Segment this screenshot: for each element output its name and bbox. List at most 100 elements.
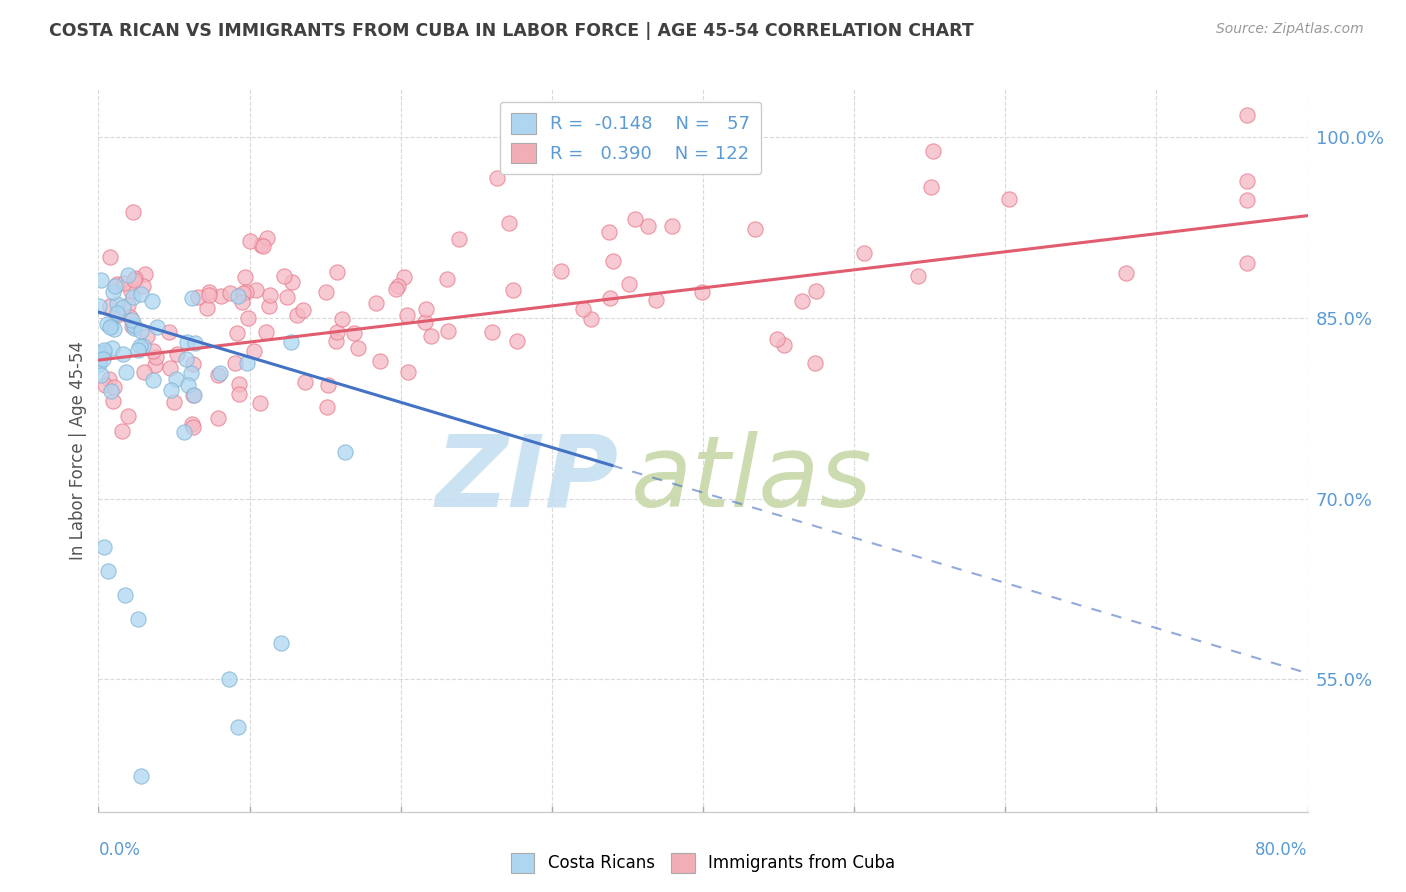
Point xyxy=(98,299,121,313)
Point xyxy=(112,277,135,291)
Point xyxy=(122,320,145,334)
Point xyxy=(249,237,271,252)
Point xyxy=(100,341,122,355)
Point xyxy=(235,285,257,300)
Point xyxy=(129,769,152,783)
Point xyxy=(502,283,524,297)
Point xyxy=(132,278,155,293)
Point xyxy=(145,350,167,364)
Point xyxy=(226,721,249,735)
Point xyxy=(173,425,195,439)
Point xyxy=(166,347,188,361)
Point xyxy=(346,341,368,355)
Point xyxy=(177,378,200,392)
Point xyxy=(804,356,827,370)
Point xyxy=(449,232,471,246)
Point xyxy=(181,357,204,371)
Point xyxy=(120,285,142,299)
Point xyxy=(907,268,929,283)
Point xyxy=(121,290,143,304)
Point xyxy=(97,564,120,578)
Point xyxy=(127,612,149,626)
Point xyxy=(132,365,155,379)
Point xyxy=(90,368,112,382)
Point xyxy=(773,338,796,352)
Point xyxy=(292,303,315,318)
Point xyxy=(121,313,143,327)
Point xyxy=(100,384,122,398)
Point xyxy=(506,334,529,348)
Point xyxy=(922,144,945,158)
Point xyxy=(122,204,145,219)
Point xyxy=(792,293,814,308)
Point xyxy=(180,366,202,380)
Point xyxy=(197,285,219,299)
Point xyxy=(87,299,110,313)
Point xyxy=(141,294,163,309)
Point xyxy=(94,378,117,392)
Point xyxy=(165,372,187,386)
Point xyxy=(232,285,254,300)
Point xyxy=(224,356,246,370)
Point xyxy=(103,379,125,393)
Point xyxy=(195,301,218,316)
Point xyxy=(127,343,149,357)
Point xyxy=(259,287,281,301)
Point xyxy=(183,335,205,350)
Point xyxy=(208,367,231,381)
Point xyxy=(602,253,624,268)
Point xyxy=(209,289,232,303)
Point xyxy=(117,409,139,423)
Point xyxy=(226,289,249,303)
Point xyxy=(117,268,139,282)
Point xyxy=(485,171,508,186)
Point xyxy=(280,334,302,349)
Text: atlas: atlas xyxy=(630,431,872,528)
Point xyxy=(160,383,183,397)
Point xyxy=(134,267,156,281)
Point xyxy=(183,387,205,401)
Point xyxy=(98,372,121,386)
Point xyxy=(129,324,152,338)
Point xyxy=(93,540,115,554)
Point xyxy=(122,272,145,286)
Point xyxy=(1236,256,1258,270)
Point xyxy=(142,373,165,387)
Point xyxy=(325,265,347,279)
Point xyxy=(396,308,419,322)
Point xyxy=(136,329,159,343)
Point xyxy=(198,288,221,302)
Point xyxy=(121,318,143,333)
Point xyxy=(1115,266,1137,280)
Point xyxy=(236,310,259,325)
Point xyxy=(368,354,391,368)
Point xyxy=(806,284,828,298)
Point xyxy=(294,376,316,390)
Point xyxy=(226,326,249,341)
Point xyxy=(744,222,766,236)
Point xyxy=(142,343,165,358)
Point xyxy=(437,325,460,339)
Point xyxy=(91,347,114,361)
Point xyxy=(661,219,683,233)
Point xyxy=(100,319,122,334)
Point xyxy=(129,287,152,301)
Point xyxy=(257,299,280,313)
Point xyxy=(384,282,406,296)
Point xyxy=(207,410,229,425)
Point xyxy=(146,319,169,334)
Point xyxy=(124,270,146,285)
Point xyxy=(420,328,443,343)
Point xyxy=(270,636,292,650)
Point xyxy=(159,325,181,339)
Point xyxy=(104,279,127,293)
Point xyxy=(105,277,128,291)
Point xyxy=(235,356,257,370)
Point xyxy=(252,239,274,253)
Point xyxy=(572,302,595,317)
Point xyxy=(100,320,122,334)
Point xyxy=(998,192,1021,206)
Point xyxy=(181,388,204,402)
Point xyxy=(254,325,277,339)
Point xyxy=(207,368,229,382)
